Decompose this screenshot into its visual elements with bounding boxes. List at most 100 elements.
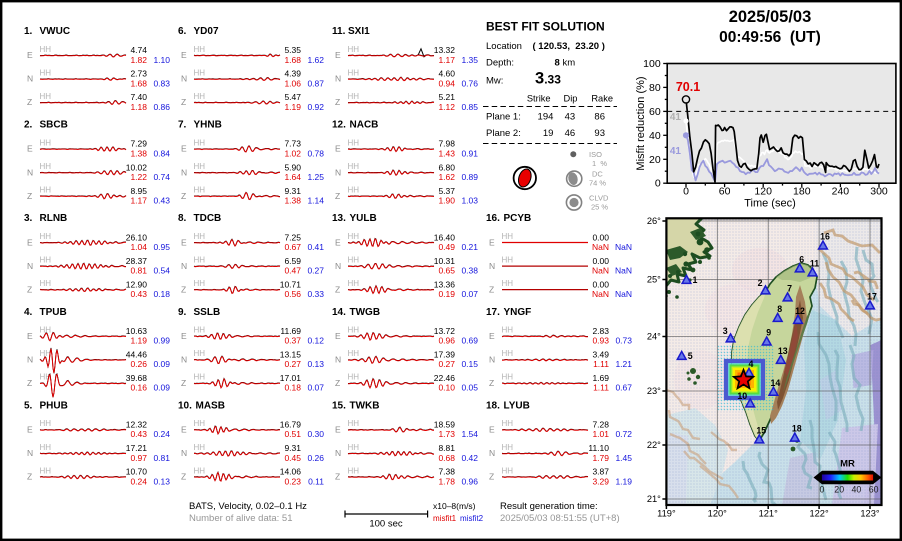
svg-text:HH: HH (348, 186, 360, 195)
svg-text:HH: HH (348, 279, 360, 288)
svg-text:1.54: 1.54 (461, 429, 478, 439)
svg-text:15: 15 (756, 426, 766, 436)
svg-text:80: 80 (649, 82, 661, 94)
svg-text:1.90: 1.90 (438, 196, 455, 206)
svg-text:HH: HH (348, 326, 360, 335)
svg-text:N: N (489, 261, 495, 271)
svg-text:Z: Z (181, 97, 186, 107)
svg-text:13.: 13. (332, 213, 346, 224)
svg-text:6.: 6. (178, 26, 187, 37)
svg-text:3.: 3. (24, 213, 33, 224)
svg-text:0.86: 0.86 (153, 102, 170, 112)
svg-text:4.39: 4.39 (284, 69, 301, 79)
svg-text:HH: HH (40, 45, 52, 54)
svg-text:7.38: 7.38 (438, 467, 455, 477)
svg-text:HH: HH (40, 349, 52, 358)
svg-text:3.49: 3.49 (592, 350, 609, 360)
svg-text:0.78: 0.78 (307, 148, 324, 158)
svg-text:17.21: 17.21 (126, 443, 148, 453)
svg-text:0.10: 0.10 (438, 383, 455, 393)
svg-text:1.14: 1.14 (307, 196, 324, 206)
svg-text:6.80: 6.80 (438, 162, 455, 172)
svg-text:0.21: 0.21 (461, 242, 478, 252)
svg-text:E: E (27, 144, 33, 154)
svg-text:120°: 120° (708, 509, 728, 519)
svg-text:N: N (489, 448, 495, 458)
svg-text:5.47: 5.47 (284, 92, 301, 102)
svg-text:11.69: 11.69 (280, 326, 301, 336)
svg-text:Dip: Dip (564, 94, 578, 104)
svg-text:0.27: 0.27 (438, 359, 455, 369)
svg-text:12.: 12. (332, 120, 346, 131)
svg-text:0.16: 0.16 (130, 383, 147, 393)
svg-text:24°: 24° (647, 332, 661, 342)
svg-text:0.89: 0.89 (461, 172, 478, 182)
svg-text:10.70: 10.70 (126, 467, 148, 477)
svg-text:123°: 123° (860, 509, 880, 519)
svg-text:YULB: YULB (350, 213, 377, 224)
svg-text:20: 20 (834, 485, 844, 495)
svg-text:E: E (181, 50, 187, 60)
svg-text:1.62: 1.62 (438, 172, 455, 182)
svg-text:20: 20 (649, 154, 661, 166)
svg-text:( 120.53, 23.20 ): ( 120.53, 23.20 ) (533, 41, 605, 52)
svg-text:0.68: 0.68 (438, 453, 455, 463)
svg-text:0: 0 (655, 178, 661, 190)
svg-text:1.12: 1.12 (438, 102, 455, 112)
svg-text:SSLB: SSLB (194, 307, 221, 318)
svg-text:0.94: 0.94 (438, 78, 455, 88)
svg-text:HH: HH (348, 162, 360, 171)
svg-text:0.81: 0.81 (130, 266, 147, 276)
svg-text:MR: MR (840, 459, 855, 470)
svg-text:0.00: 0.00 (592, 279, 609, 289)
svg-text:0.42: 0.42 (461, 453, 478, 463)
svg-text:70.1: 70.1 (676, 80, 700, 94)
svg-text:Z: Z (181, 191, 186, 201)
svg-text:HH: HH (348, 232, 360, 241)
svg-text:4.74: 4.74 (130, 45, 147, 55)
svg-text:0.43: 0.43 (153, 196, 170, 206)
svg-text:10.: 10. (178, 400, 192, 411)
svg-text:Z: Z (181, 378, 186, 388)
svg-text:0.76: 0.76 (461, 78, 478, 88)
svg-text:1.21: 1.21 (615, 359, 632, 369)
svg-text:0.38: 0.38 (461, 266, 478, 276)
svg-text:25 %: 25 % (591, 203, 608, 212)
svg-text:5.37: 5.37 (438, 186, 455, 196)
svg-text:0.09: 0.09 (153, 383, 170, 393)
svg-text:km: km (563, 58, 576, 69)
svg-text:E: E (27, 237, 33, 247)
svg-text:HH: HH (194, 162, 206, 171)
svg-text:N: N (335, 355, 341, 365)
svg-text:Z: Z (335, 97, 340, 107)
svg-text:40: 40 (852, 485, 862, 495)
svg-text:N: N (489, 355, 495, 365)
svg-text:18.59: 18.59 (434, 420, 456, 430)
svg-text:6.59: 6.59 (284, 256, 301, 266)
svg-text:Z: Z (181, 472, 186, 482)
svg-text:NaN: NaN (615, 266, 632, 276)
svg-text:0.56: 0.56 (284, 289, 301, 299)
svg-text:120: 120 (754, 186, 772, 198)
svg-text:HH: HH (194, 68, 206, 77)
svg-text:E: E (489, 237, 495, 247)
svg-text:TDCB: TDCB (194, 213, 222, 224)
svg-text:40: 40 (649, 130, 661, 142)
svg-text:10.71: 10.71 (280, 279, 302, 289)
svg-text:E: E (27, 50, 33, 60)
svg-text:HH: HH (502, 349, 514, 358)
svg-text:Z: Z (335, 284, 340, 294)
svg-text:Z: Z (489, 284, 494, 294)
svg-text:E: E (335, 331, 341, 341)
svg-text:9.: 9. (178, 307, 187, 318)
svg-text:Z: Z (27, 97, 32, 107)
svg-text:PCYB: PCYB (504, 213, 532, 224)
svg-text:YNGF: YNGF (504, 307, 532, 318)
svg-text:2025/05/03 08:51:55 (UT+8): 2025/05/03 08:51:55 (UT+8) (500, 513, 620, 524)
svg-text:0.07: 0.07 (461, 289, 478, 299)
svg-text:RLNB: RLNB (40, 213, 68, 224)
svg-text:93: 93 (594, 128, 605, 139)
svg-text:100 sec: 100 sec (369, 519, 403, 530)
svg-text:PHUB: PHUB (40, 400, 68, 411)
svg-text:9: 9 (766, 328, 771, 338)
